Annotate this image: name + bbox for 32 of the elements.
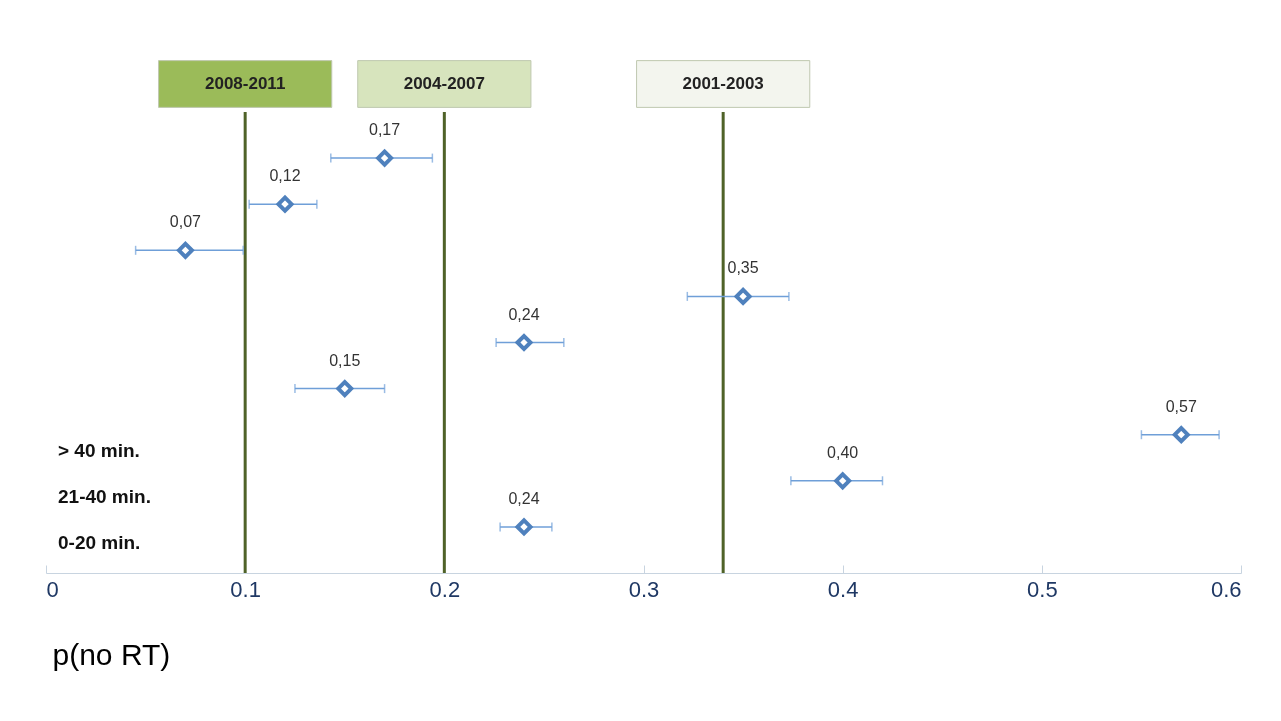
data-label: 0,15 [329, 351, 361, 369]
x-tick-label: 0.5 [1027, 576, 1058, 602]
point [515, 518, 533, 536]
text: 2008-2011 [204, 74, 286, 93]
point [734, 287, 752, 305]
point [176, 241, 194, 259]
x-tick-label: 0.1 [230, 576, 261, 602]
data-label: 0,07 [169, 213, 202, 231]
x-tick-label: 0.3 [628, 576, 660, 602]
point [1172, 426, 1190, 444]
text: 2004-2007 [403, 74, 485, 93]
data-label: 0,24 [508, 489, 540, 507]
point [376, 149, 394, 167]
point [515, 333, 533, 352]
annotation: > 40 min. [58, 440, 140, 461]
data-label: 0,24 [508, 305, 540, 323]
data-label: 0,57 [1165, 397, 1197, 415]
data-label: 0,12 [269, 167, 301, 185]
data-label: 0,40 [827, 443, 859, 461]
data-label: 0,35 [727, 259, 759, 277]
data-label: 0,17 [369, 121, 401, 139]
text: 2001-2003 [682, 74, 764, 93]
x-tick-label: 0 [46, 576, 59, 602]
point [336, 380, 354, 398]
annotation: 0-20 min. [58, 532, 141, 553]
point [834, 472, 852, 490]
x-axis-title: p(no RT) [52, 637, 171, 671]
x-tick-label: 0.6 [1210, 576, 1242, 602]
x-tick-label: 0.2 [429, 576, 461, 602]
x-tick-label: 0.4 [827, 576, 859, 602]
point [276, 195, 294, 213]
annotation: 21-40 min. [58, 486, 151, 507]
